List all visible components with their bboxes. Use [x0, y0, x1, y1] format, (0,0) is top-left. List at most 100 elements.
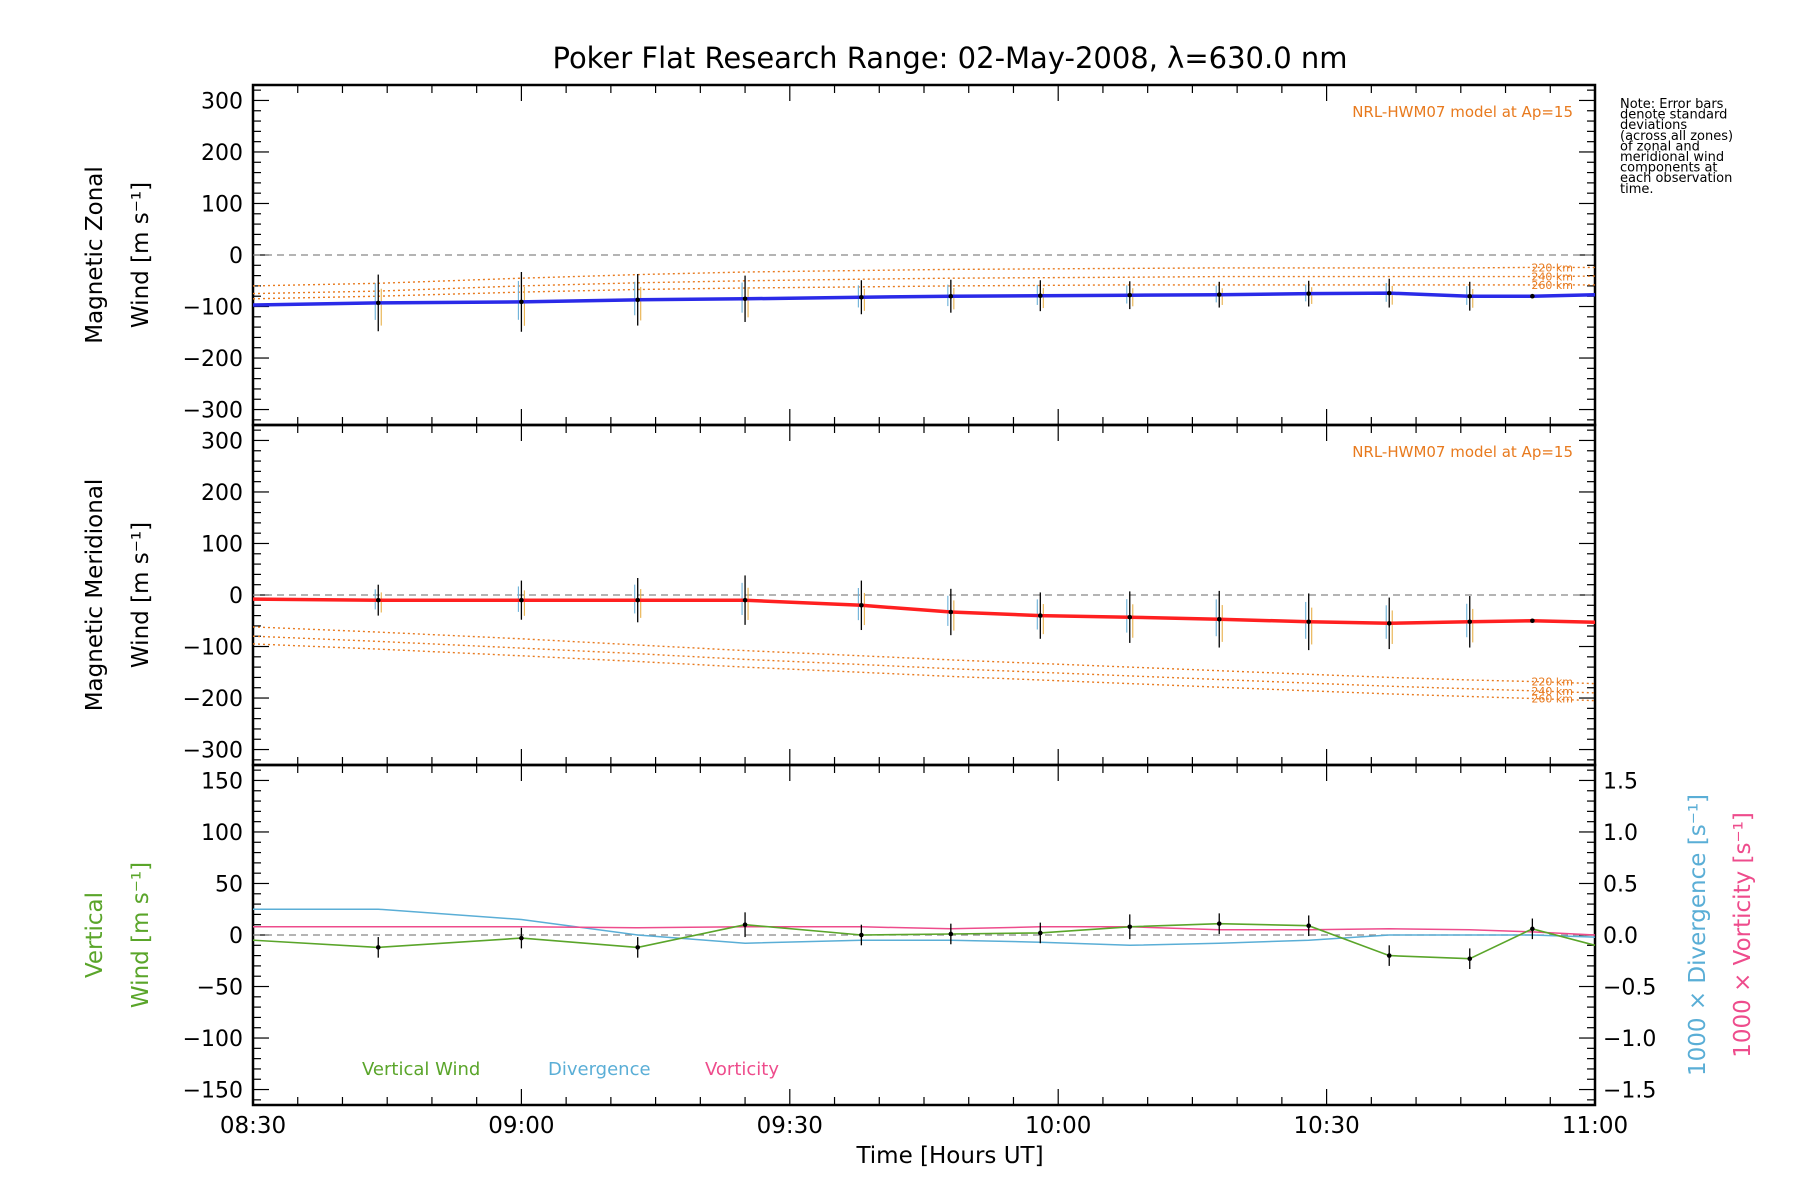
series-zonal	[252, 291, 1596, 307]
y-axis-label: Wind [m s⁻¹]	[128, 182, 154, 328]
x-tick-label: 10:00	[1025, 1113, 1091, 1139]
data-point	[1386, 953, 1392, 958]
right-tick-label: 0.5	[1603, 872, 1638, 897]
y-tick-label: −100	[183, 296, 243, 321]
data-point	[1127, 924, 1133, 930]
model-line	[252, 626, 1596, 685]
model-line-label: 220 km	[1531, 676, 1573, 689]
data-point	[1530, 926, 1535, 932]
x-tick-label: 10:30	[1293, 1113, 1359, 1139]
data-point	[1530, 618, 1535, 624]
y-tick-label: −100	[183, 1027, 243, 1052]
data-point	[1216, 292, 1222, 297]
y-tick-label: −200	[183, 687, 243, 712]
data-point	[1467, 293, 1473, 299]
model-line-label: 220 km	[1531, 261, 1573, 274]
data-point	[1038, 613, 1043, 618]
note-line: meridional wind	[1620, 150, 1724, 165]
data-point	[1038, 930, 1043, 936]
data-point	[948, 609, 954, 615]
right-tick-label: −1.5	[1603, 1079, 1656, 1104]
data-point	[1467, 619, 1473, 625]
note-line: components at	[1620, 161, 1718, 176]
panel-zonal: 300 200 100 0 −100 −200 −300 Magnetic Zonal Wind…	[82, 83, 1597, 427]
y-axis-label: Wind [m s⁻¹]	[128, 522, 154, 668]
legend-vertical: Vertical Wind	[362, 1059, 480, 1080]
data-point	[1038, 293, 1043, 298]
data-point	[948, 931, 954, 937]
model-label: NRL-HWM07 model at Ap=15	[1352, 443, 1573, 461]
data-point	[1530, 293, 1535, 299]
y-tick-label: −100	[183, 636, 243, 661]
y-axis-label: Vertical	[82, 892, 108, 978]
note-line: deviations	[1620, 118, 1687, 133]
data-point	[859, 294, 864, 300]
data-point	[859, 603, 864, 608]
y-tick-label: −300	[183, 399, 243, 424]
model-line-label: 260 km	[1531, 279, 1573, 292]
data-point	[519, 935, 524, 941]
data-point	[375, 597, 381, 603]
data-point	[859, 932, 864, 938]
model-line	[252, 275, 1596, 295]
data-point	[375, 945, 381, 950]
data-point	[635, 597, 641, 603]
right-axis-label-divergence: 1000 × Divergence [s⁻¹]	[1685, 794, 1711, 1076]
y-tick-label: 0	[229, 584, 243, 609]
y-tick-label: 300	[201, 429, 243, 454]
data-point	[1306, 923, 1312, 929]
chart-panels: 300 200 100 0 −100 −200 −300 Magnetic Zonal Wind…	[82, 83, 1756, 1139]
y-tick-label: 300	[201, 89, 243, 114]
legend-divergence: Divergence	[548, 1059, 651, 1080]
data-point	[1386, 290, 1392, 296]
model-line	[252, 635, 1596, 694]
x-tick-label: 09:00	[488, 1113, 554, 1139]
data-point	[1386, 621, 1392, 626]
x-tick-label: 09:30	[757, 1113, 823, 1139]
data-point	[948, 293, 954, 299]
note-line: each observation	[1620, 171, 1732, 186]
data-point	[1127, 292, 1133, 298]
right-tick-label: −0.5	[1603, 976, 1656, 1001]
model-line-label: 240 km	[1531, 685, 1573, 698]
x-tick-label: 08:30	[220, 1113, 286, 1139]
chart-title: Poker Flat Research Range: 02-May-2008, …	[552, 41, 1347, 75]
note-line: denote standard	[1620, 108, 1727, 123]
y-tick-label: 0	[229, 924, 243, 949]
y-tick-label: 0	[229, 244, 243, 269]
y-tick-label: 100	[201, 532, 243, 557]
data-point	[375, 300, 381, 306]
y-tick-label: −300	[183, 739, 243, 764]
y-tick-label: −50	[197, 976, 243, 1001]
model-line	[252, 266, 1595, 287]
right-tick-label: 1.5	[1603, 769, 1638, 794]
data-point	[635, 945, 641, 950]
data-point	[742, 296, 748, 302]
model-label: NRL-HWM07 model at Ap=15	[1352, 103, 1573, 121]
right-axis-label-vorticity: 1000 × Vorticity [s⁻¹]	[1730, 812, 1756, 1058]
data-point	[635, 297, 641, 303]
y-tick-label: −200	[183, 347, 243, 372]
data-point	[742, 597, 748, 603]
y-axis-label: Magnetic Meridional	[82, 479, 108, 712]
data-point	[519, 597, 524, 603]
data-point	[519, 299, 524, 305]
panel-vertical: 150 100 50 0 −50 −100 −150 Vertical Wind [m s⁻¹]…	[82, 763, 1756, 1107]
data-point	[1306, 291, 1312, 296]
model-line-label: 260 km	[1531, 693, 1573, 706]
right-tick-label: 1.0	[1603, 821, 1638, 846]
data-point	[1216, 921, 1222, 926]
y-axis-label: Magnetic Zonal	[82, 166, 108, 344]
model-line	[252, 284, 1595, 300]
model-line	[252, 643, 1596, 702]
right-tick-label: −1.0	[1603, 1027, 1656, 1052]
y-tick-label: 100	[201, 821, 243, 846]
note-line: time.	[1620, 182, 1654, 197]
y-tick-label: 200	[201, 481, 243, 506]
data-point	[1306, 619, 1312, 625]
y-tick-label: 200	[201, 141, 243, 166]
y-tick-label: 100	[201, 192, 243, 217]
note-line: of zonal and	[1620, 139, 1700, 154]
